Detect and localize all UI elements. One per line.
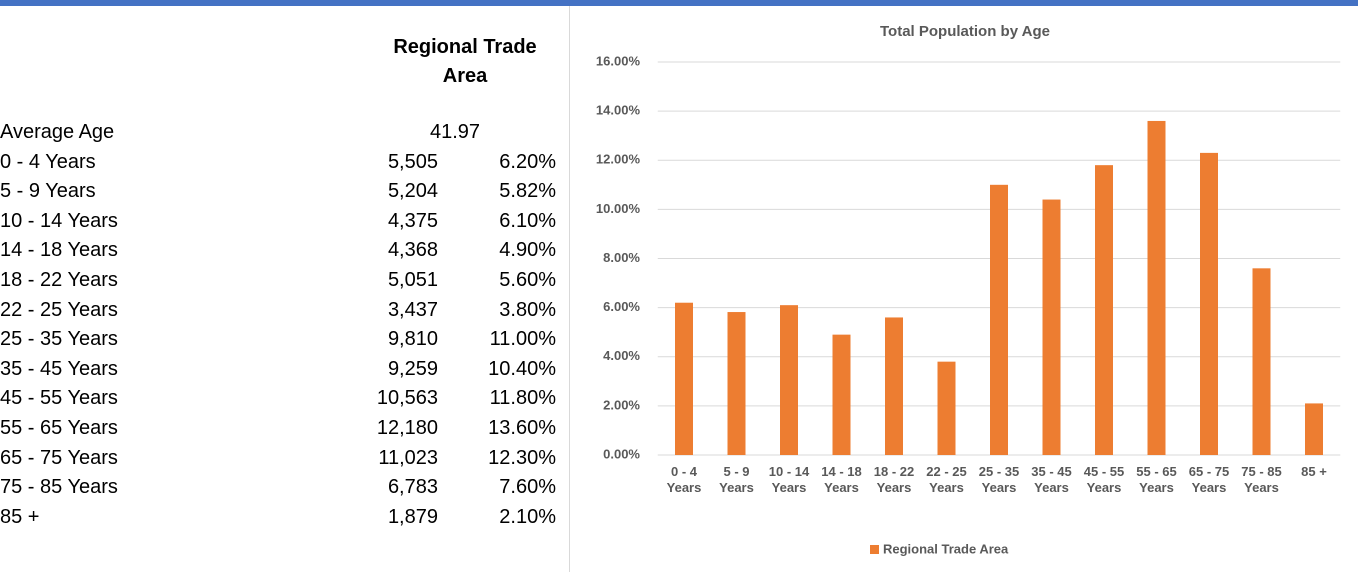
x-tick-label: 18 - 22 Years — [873, 464, 915, 495]
table-header: Regional Trade Area — [393, 36, 537, 87]
row-label: 14 - 18 Years — [0, 239, 118, 262]
row-percent: 2.10% — [499, 505, 556, 528]
bar — [1200, 152, 1218, 455]
row-percent: 13.60% — [488, 417, 556, 439]
row-label: Average Age — [0, 121, 115, 143]
bar — [675, 302, 693, 455]
y-tick-label: 8.00% — [603, 250, 640, 265]
row-count: 6,783 — [387, 476, 438, 499]
row-count: 9,259 — [387, 357, 438, 380]
row-label: 35 - 45 Years — [0, 357, 118, 380]
row-percent: 5.60% — [499, 269, 556, 291]
bar — [990, 184, 1008, 455]
row-percent: 6.10% — [499, 209, 556, 232]
top-bar — [0, 0, 1358, 6]
bar — [1147, 120, 1166, 455]
bar — [1042, 199, 1061, 455]
bar — [1095, 165, 1113, 455]
bar — [832, 334, 851, 455]
row-count: 3,437 — [387, 298, 438, 321]
bar — [1252, 268, 1271, 455]
x-tick-label: 22 - 25 Years — [926, 464, 967, 495]
y-tick-label: 2.00% — [603, 397, 640, 412]
x-tick-label: 55 - 65 Years — [1136, 464, 1177, 495]
table: Regional Trade Area Average Age 41.97 0 - … — [0, 0, 568, 572]
row-label: 22 - 25 Years — [0, 298, 118, 321]
x-tick-label: 14 - 18 Years — [821, 464, 862, 495]
row-label: 45 - 55 Years — [0, 387, 118, 410]
row-label: 55 - 65 Years — [0, 417, 118, 439]
row-count: 5,051 — [387, 269, 438, 291]
x-tick-label: 75 - 85 Years — [1241, 464, 1282, 495]
y-tick-label: 12.00% — [596, 152, 641, 167]
row-percent: 3.80% — [499, 298, 556, 321]
bar — [780, 305, 798, 455]
bar — [727, 312, 746, 455]
row-percent: 11.80% — [489, 387, 556, 410]
y-tick-label: 0.00% — [603, 446, 640, 461]
row-label: 0 - 4 Years — [0, 150, 96, 173]
row-percent: 6.20% — [499, 150, 556, 173]
row-count: 4,368 — [387, 239, 438, 262]
bar — [1305, 403, 1323, 455]
x-tick-label: 5 - 9 Years — [719, 464, 754, 495]
x-tick-label: 25 - 35 Years — [978, 464, 1020, 495]
row-count: 5,204 — [387, 180, 438, 203]
chart-title: Total Population by Age — [880, 23, 1050, 40]
y-tick-label: 10.00% — [596, 201, 641, 216]
row-count: 9,810 — [387, 328, 438, 351]
row-percent: 11.00% — [489, 328, 556, 351]
row-label: 10 - 14 Years — [0, 209, 118, 232]
bar — [885, 317, 903, 455]
bar — [937, 361, 956, 455]
x-tick-label: 65 - 75 Years — [1188, 464, 1230, 495]
row-count: 10,563 — [376, 387, 438, 410]
row-label: 85 + — [0, 505, 40, 528]
x-tick-label: 10 - 14 Years — [768, 464, 810, 495]
legend-swatch — [870, 545, 879, 554]
row-count: 11,023 — [378, 446, 438, 469]
x-tick-label: 45 - 55 Years — [1083, 464, 1125, 495]
y-tick-label: 4.00% — [603, 348, 640, 363]
row-label: 65 - 75 Years — [0, 446, 118, 469]
row-count: 12,180 — [376, 417, 438, 439]
y-tick-label: 14.00% — [596, 103, 641, 118]
row-label: 75 - 85 Years — [0, 476, 118, 499]
x-tick-label: 85 + — [1301, 464, 1327, 479]
y-tick-label: 16.00% — [596, 53, 641, 68]
row-percent: 5.82% — [499, 180, 556, 203]
x-tick-label: 0 - 4 Years — [666, 464, 702, 495]
legend-label: Regional Trade Area — [883, 541, 1009, 556]
row-count: 5,505 — [387, 150, 438, 173]
average-age: 41.97 — [429, 121, 481, 143]
chart-panel — [569, 6, 1358, 572]
y-tick-label: 6.00% — [603, 299, 640, 314]
row-label: 5 - 9 Years — [0, 180, 96, 203]
row-count: 1,879 — [387, 505, 438, 528]
row-percent: 12.30% — [488, 446, 556, 469]
row-label: 25 - 35 Years — [0, 328, 118, 351]
row-percent: 7.60% — [499, 476, 556, 499]
row-percent: 4.90% — [499, 239, 556, 262]
row-count: 4,375 — [387, 209, 438, 232]
x-tick-label: 35 - 45 Years — [1031, 464, 1072, 495]
row-percent: 10.40% — [488, 357, 556, 380]
row-label: 18 - 22 Years — [0, 269, 118, 291]
